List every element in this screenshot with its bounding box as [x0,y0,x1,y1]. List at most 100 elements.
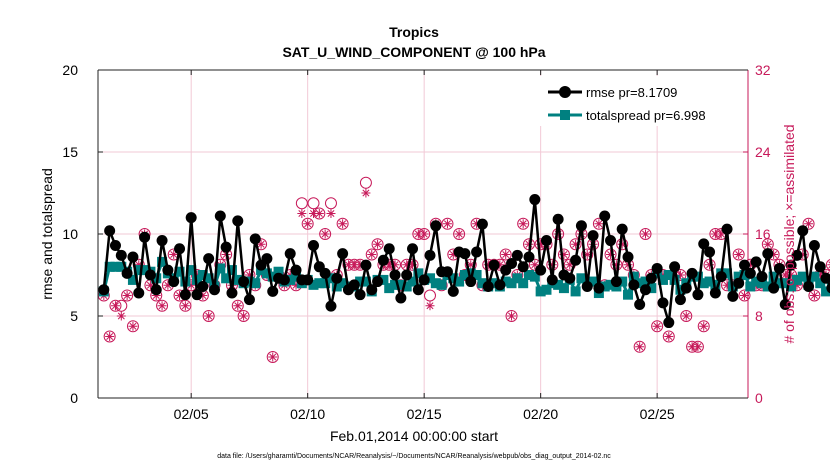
obs-possible-point [651,320,664,333]
rmse-point [517,261,529,273]
totalspread-point [657,274,668,285]
rmse-point [570,254,582,266]
obs-possible-point [569,238,582,251]
obs-assimilated-point [128,321,138,331]
obs-assimilated-point [530,260,540,270]
obs-assimilated-point [553,229,563,239]
totalspread-point [355,276,366,287]
y-right-tick-label: 32 [755,62,771,78]
obs-assimilated-point [571,239,581,249]
rmse-point [610,276,622,288]
totalspread-point [617,276,628,287]
totalspread-point [308,279,319,290]
totalspread-point [471,270,482,280]
totalspread-point [692,271,703,282]
obs-assimilated-point [705,260,715,270]
totalspread-point [733,271,744,282]
obs-assimilated-point [809,291,819,300]
right-axis: 0 8 16 24 32 [743,62,771,406]
rmse-point [121,267,133,279]
obs-assimilated-point [163,280,173,290]
legend: rmse pr=8.1709 totalspread pr=6.998 [540,76,738,126]
rmse-point [663,317,675,329]
totalspread-point [722,268,733,279]
totalspread-point [768,271,779,282]
obs-assimilated-point [314,209,324,218]
obs-assimilated-point [792,280,802,290]
rmse-point [808,239,820,251]
obs-possible-point [423,289,436,302]
totalspread-point [151,273,162,284]
rmse-point [238,276,250,288]
rmse-point [395,292,407,304]
rmse-point [599,210,611,222]
legend-spread-marker [560,110,570,120]
rmse-point [354,289,366,301]
totalspread-point [791,274,802,285]
obs-assimilated-point [413,229,423,239]
obs-assimilated-point [675,270,685,280]
rmse-point [634,299,646,311]
rmse-point [325,300,337,312]
y-tick-label: 15 [62,144,78,160]
obs-assimilated-point [745,260,755,270]
obs-assimilated-point [180,301,190,311]
rmse-point [412,284,424,296]
obs-possible-point [557,248,570,261]
rmse-point [488,259,500,271]
rmse-point [430,220,442,232]
legend-spread-label: totalspread pr=6.998 [586,108,706,123]
obs-assimilated-point [780,270,790,280]
totalspread-point [786,281,797,292]
totalspread-point [454,276,465,287]
obs-possible-point [121,289,134,302]
x-tick-labels: 02/05 02/10 02/15 02/20 02/25 [174,406,675,422]
rmse-point [744,267,756,279]
rmse-point [721,223,733,235]
rmse-point [750,256,762,268]
totalspread-point [244,276,255,287]
obs-possible-point [295,197,308,210]
rmse-point [407,243,419,255]
totalspread-point [576,273,587,284]
totalspread-point [320,278,331,289]
obs-assimilated-point [635,342,645,352]
totalspread-point [267,271,278,282]
obs-possible-point [825,259,830,271]
totalspread-point [378,274,389,285]
rmse-point [762,248,774,260]
obs-assimilated-point [390,260,400,270]
rmse-point [401,269,413,281]
obs-assimilated-point [606,250,616,259]
obs-possible-point [680,310,693,322]
legend-box [540,76,738,126]
totalspread-point [413,268,424,279]
obs-possible-point [359,176,372,189]
y-tick-label: 10 [62,226,78,242]
totalspread-point [157,256,168,267]
totalspread-point [756,278,767,289]
obs-possible-point [301,217,314,230]
totalspread-point [605,279,616,290]
rmse-point [174,243,186,255]
totalspread-point [407,276,418,287]
rmse-point [506,258,518,270]
rmse-point [680,282,692,294]
x-axis-label: Feb.01,2014 00:00:00 start [330,428,498,444]
obs-possible-point [441,217,454,230]
rmse-point [785,259,797,271]
obs-assimilated-point [384,260,394,270]
obs-assimilated-point [349,260,359,270]
obs-assimilated-point [466,260,476,270]
obs-count-markers [97,176,830,363]
obs-assimilated-point [134,260,144,270]
rmse-point [622,251,634,263]
rmse-point [302,274,314,286]
obs-assimilated-point [611,260,621,270]
rmse-point [814,261,826,273]
obs-assimilated-point [256,239,266,249]
obs-assimilated-point [361,188,371,198]
totalspread-point [500,276,511,287]
totalspread-point [821,286,830,297]
